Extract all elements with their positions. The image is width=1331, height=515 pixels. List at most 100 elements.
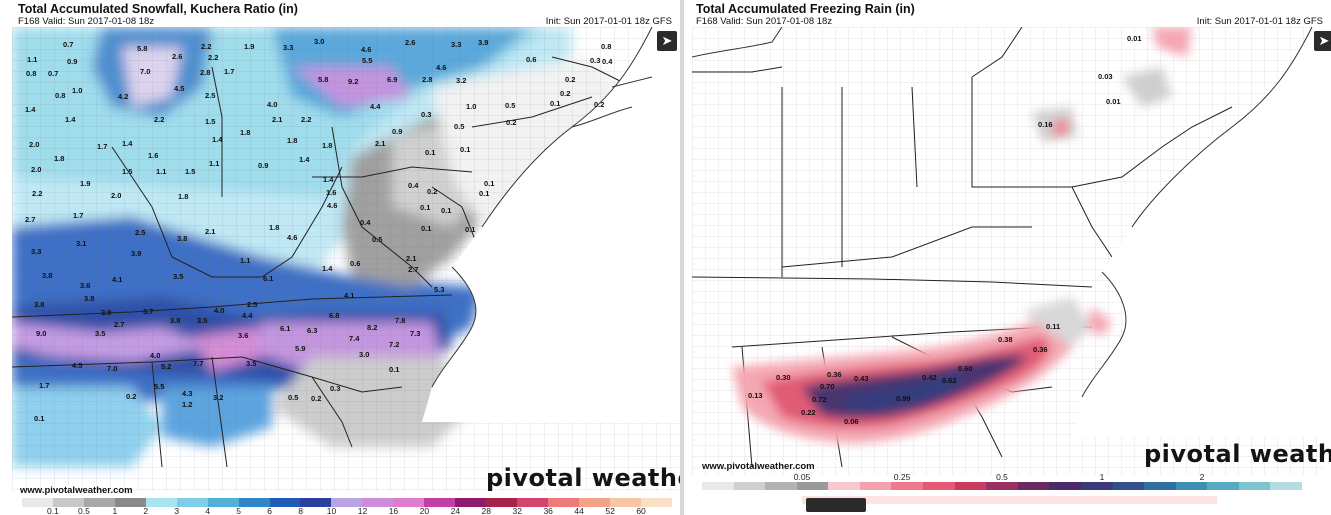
value-label: 4.0 bbox=[150, 351, 160, 360]
value-label: 2.6 bbox=[405, 38, 415, 47]
value-label: 0.1 bbox=[421, 224, 431, 233]
site-url: www.pivotalweather.com bbox=[20, 485, 133, 496]
value-label: 3.3 bbox=[283, 43, 293, 52]
colorbar-swatch bbox=[1270, 482, 1302, 490]
share-button[interactable]: ➤ bbox=[1314, 31, 1331, 51]
value-label: 1.1 bbox=[27, 55, 37, 64]
colorbar-tick-label: 0.1 bbox=[47, 506, 59, 515]
colorbar-swatch bbox=[145, 498, 177, 507]
colorbar-tick-label: 3 bbox=[174, 506, 180, 515]
value-label: 5.8 bbox=[137, 44, 147, 53]
value-label: 3.6 bbox=[80, 281, 90, 290]
value-label: 0.1 bbox=[460, 145, 470, 154]
value-label: 3.5 bbox=[95, 329, 105, 338]
colorbar-swatch bbox=[733, 482, 766, 490]
colorbar-tick-label: 32 bbox=[512, 506, 522, 515]
brand-logo: pivotal weather bbox=[486, 464, 680, 492]
value-label: 1.7 bbox=[73, 211, 83, 220]
value-label: 0.1 bbox=[484, 179, 494, 188]
value-label: 0.2 bbox=[427, 187, 437, 196]
share-button[interactable]: ➤ bbox=[657, 31, 677, 51]
value-label: 2.0 bbox=[31, 165, 41, 174]
colorbar-swatch bbox=[22, 498, 53, 507]
colorbar-swatch bbox=[300, 498, 332, 507]
snowfall-value-labels: 0.7 5.8 2.2 1.9 3.3 3.0 4.6 2.6 3.3 3.9 0.8 1.1 0.9 2… bbox=[25, 37, 613, 423]
value-label: 2.1 bbox=[272, 115, 282, 124]
value-label: 1.7 bbox=[39, 381, 49, 390]
value-label: 3.7 bbox=[143, 307, 153, 316]
colorbar-tick-label: 0.05 bbox=[793, 472, 811, 482]
value-label: 0.2 bbox=[506, 118, 516, 127]
value-label: 2.1 bbox=[375, 139, 385, 148]
value-label: 3.8 bbox=[34, 300, 44, 309]
value-label: 0.22 bbox=[801, 408, 816, 417]
value-label: 0.8 bbox=[55, 91, 65, 100]
colorbar-tick-label: 1 bbox=[1099, 472, 1105, 482]
value-label: 7.2 bbox=[389, 340, 399, 349]
colorbar-tick-label: 6 bbox=[267, 506, 272, 515]
value-label: 3.3 bbox=[31, 247, 41, 256]
value-label: 1.5 bbox=[205, 117, 215, 126]
value-label: 1.1 bbox=[209, 159, 219, 168]
value-label: 1.5 bbox=[122, 167, 132, 176]
colorbar-tick-label: 10 bbox=[326, 506, 337, 515]
value-label: 0.1 bbox=[479, 189, 489, 198]
value-label: 5.9 bbox=[295, 344, 305, 353]
value-label: 3.5 bbox=[197, 316, 207, 325]
value-label: 3.3 bbox=[451, 40, 461, 49]
value-label: 1.8 bbox=[54, 154, 64, 163]
value-label: 1.8 bbox=[322, 141, 332, 150]
panel-divider bbox=[680, 0, 684, 515]
value-label: 0.72 bbox=[812, 395, 827, 404]
value-label: 1.0 bbox=[72, 86, 82, 95]
colorbar-swatch bbox=[238, 498, 270, 507]
value-label: 0.1 bbox=[420, 203, 430, 212]
value-label: 4.3 bbox=[182, 389, 192, 398]
colorbar-tick-label: 1 bbox=[112, 506, 118, 515]
value-label: 0.43 bbox=[854, 374, 869, 383]
value-label: 1.4 bbox=[65, 115, 76, 124]
value-label: 2.7 bbox=[114, 320, 124, 329]
value-label: 6.3 bbox=[307, 326, 317, 335]
value-label: 3.0 bbox=[314, 37, 324, 46]
value-label: 0.1 bbox=[425, 148, 435, 157]
value-label: 5.2 bbox=[161, 362, 171, 371]
colorbar-swatch bbox=[486, 498, 517, 507]
value-label: 0.36 bbox=[1033, 345, 1048, 354]
colorbar-swatch bbox=[1049, 482, 1081, 490]
value-label: 3.8 bbox=[177, 234, 187, 243]
colorbar-swatch bbox=[1017, 482, 1050, 490]
value-label: 0.2 bbox=[311, 394, 321, 403]
value-label: 2.2 bbox=[208, 53, 218, 62]
value-label: 1.1 bbox=[240, 256, 250, 265]
value-label: 3.1 bbox=[76, 239, 86, 248]
colorbar-swatch bbox=[859, 482, 892, 490]
value-label: 1.4 bbox=[25, 105, 36, 114]
colorbar-swatch bbox=[1238, 482, 1271, 490]
colorbar-tick-label: 16 bbox=[388, 506, 399, 515]
value-label: 3.9 bbox=[131, 249, 141, 258]
advertisement-banner[interactable] bbox=[802, 496, 1217, 504]
value-label: 3.9 bbox=[478, 38, 488, 47]
value-label: 3.2 bbox=[213, 393, 223, 402]
value-label: 4.1 bbox=[112, 275, 122, 284]
value-label: 2.1 bbox=[406, 254, 416, 263]
value-label: 0.36 bbox=[827, 370, 842, 379]
value-label: 2.8 bbox=[200, 68, 210, 77]
colorbar-tick-label: 5 bbox=[236, 506, 242, 515]
value-label: 0.42 bbox=[922, 373, 937, 382]
value-label: 0.1 bbox=[465, 225, 475, 234]
value-label: 2.2 bbox=[301, 115, 311, 124]
advertisement-thumbnail[interactable] bbox=[806, 498, 866, 512]
colorbar-swatch bbox=[1175, 482, 1208, 490]
value-label: 0.30 bbox=[776, 373, 791, 382]
brand-logo: pivotal weather bbox=[1144, 440, 1331, 468]
value-label: 6.1 bbox=[280, 324, 290, 333]
value-label: 1.1 bbox=[156, 167, 166, 176]
colorbar-swatch bbox=[176, 498, 208, 507]
value-label: 0.1 bbox=[34, 414, 44, 423]
snowfall-valid-time: F168 Valid: Sun 2017-01-08 18z bbox=[18, 16, 155, 27]
value-label: 5.5 bbox=[362, 56, 372, 65]
site-url: www.pivotalweather.com bbox=[702, 461, 815, 472]
value-label: 9.0 bbox=[36, 329, 46, 338]
